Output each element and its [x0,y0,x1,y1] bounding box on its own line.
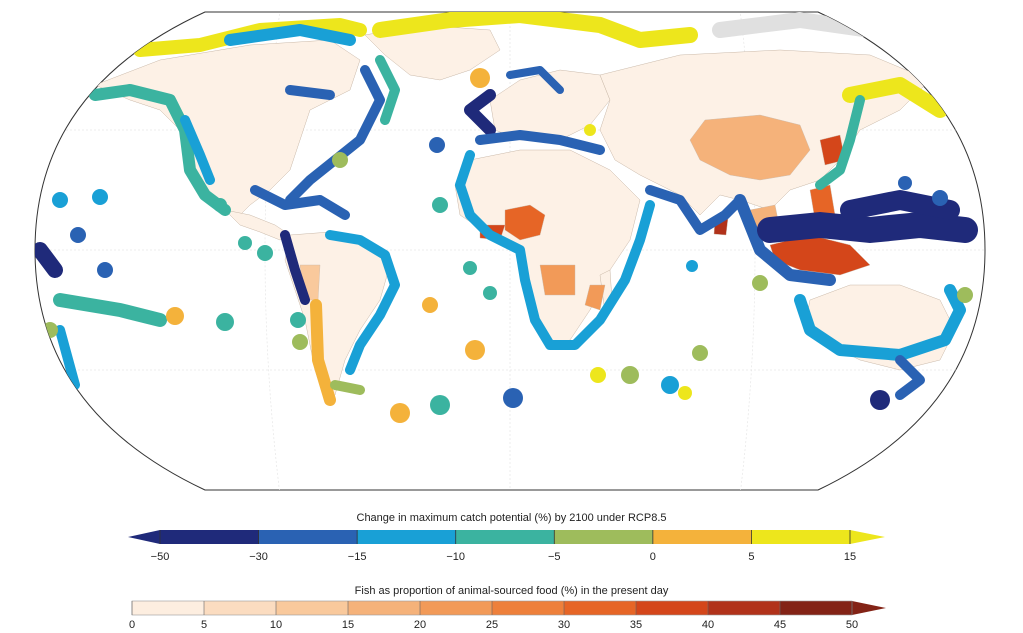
fish-color-segment [276,601,349,615]
fish-tick-label: 15 [341,619,355,631]
catch-right-arrow [850,530,885,544]
fish-tick-label: 40 [701,619,715,631]
fish-tick-label: 45 [773,619,787,631]
catch-color-segment [751,530,851,544]
map-svg [34,11,986,491]
fish-tick-label: 0 [128,619,136,631]
catch-color-segment [455,530,555,544]
catch-colorbar [128,530,885,544]
fish-color-segment [348,601,421,615]
catch-tick-label: −10 [446,551,466,563]
fish-right-arrow [852,601,886,615]
catch-left-arrow [128,530,160,544]
fish-tick-label: 50 [845,619,859,631]
catch-tick-label: 5 [748,551,755,563]
fish-tick-label: 20 [413,619,427,631]
map-content [35,12,985,490]
fish-color-segment [780,601,853,615]
fish-color-segment [492,601,565,615]
catch-color-segment [258,530,358,544]
catch-color-segment [652,530,752,544]
catch-color-segment [160,530,260,544]
catch-tick-label: −5 [548,551,561,563]
catch-color-segment [554,530,654,544]
world-map [34,11,986,491]
fish-tick-label: 35 [629,619,643,631]
fish-color-segment [420,601,493,615]
coastal-catch-bands [35,12,978,406]
catch-legend-title: Change in maximum catch potential (%) by… [356,512,667,524]
catch-colorbar-segments [128,530,885,544]
fish-color-segment [132,601,205,615]
fish-colorbar-segments [131,600,886,616]
fish-color-segment [708,601,781,615]
fish-color-segment [564,601,637,615]
catch-tick-label: 15 [843,551,857,563]
catch-color-segment [357,530,457,544]
fish-tick-label: 10 [269,619,283,631]
fish-color-segment [204,601,277,615]
fish-tick-label: 25 [485,619,499,631]
fish-legend-title: Fish as proportion of animal-sourced foo… [354,585,669,597]
catch-tick-label: 0 [649,551,656,563]
fish-tick-label: 30 [557,619,571,631]
catch-tick-label: −50 [150,551,170,563]
fish-tick-label: 5 [200,619,208,631]
fish-colorbar [131,600,886,616]
catch-tick-label: −30 [249,551,268,563]
fish-color-segment [636,601,709,615]
fish-proportion-countries [299,114,871,311]
catch-tick-label: −15 [347,551,367,563]
